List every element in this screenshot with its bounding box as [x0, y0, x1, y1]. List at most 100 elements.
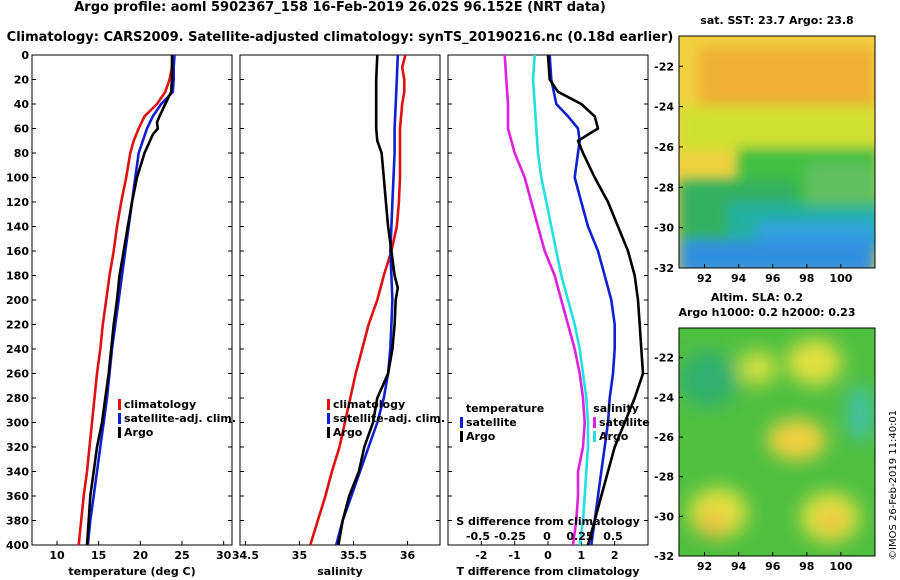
series-line-climatology — [77, 54, 175, 546]
map-y-tick-label: -24 — [654, 101, 674, 114]
map-x-tick-label: 96 — [765, 272, 781, 285]
map-frame — [678, 327, 876, 557]
map-blobs — [679, 339, 875, 543]
legend-swatch — [118, 413, 121, 424]
map-x-tick-label: 100 — [829, 272, 852, 285]
legend-label: Argo — [599, 430, 629, 443]
map-blob — [679, 105, 875, 152]
y-tick-label: 280 — [6, 392, 29, 405]
map-y-tick-label: -30 — [654, 510, 674, 523]
y-tick-label: 360 — [6, 490, 29, 503]
legend-label: climatology — [333, 398, 405, 411]
x-tick-label: 30 — [216, 549, 232, 562]
y-tick-label: 60 — [14, 123, 30, 136]
series-line-salinity-satellite — [503, 54, 586, 546]
sst-map: 92 94 96 98 100 -22 -24 -26 -28 -30 -32 sat. SST: 2… — [654, 14, 876, 285]
x-tick-label: 34.5 — [232, 549, 259, 562]
series-line-climatology — [309, 54, 407, 546]
chart-title-line2: Climatology: CARS2009. Satellite-adjuste… — [6, 30, 674, 45]
y-tick-label: 100 — [6, 172, 29, 185]
legend-swatch — [118, 427, 121, 438]
map-blob — [679, 350, 738, 408]
legend-swatch — [460, 431, 463, 442]
x-axis-label: T difference from climatology — [456, 565, 639, 578]
map-blob — [820, 510, 844, 534]
map-field — [679, 36, 875, 268]
y-tick-label: 120 — [6, 196, 29, 209]
y-tick-label: 400 — [6, 539, 29, 552]
map-x-tick-label: 94 — [731, 560, 747, 573]
y-tick-label: 40 — [14, 98, 30, 111]
map-field — [679, 328, 875, 556]
legend-swatch — [118, 399, 121, 410]
legend-swatch — [327, 413, 330, 424]
map-blob — [679, 240, 875, 268]
x-tick-label: -1 — [509, 549, 521, 562]
legend-label: Argo — [466, 430, 496, 443]
y-tick-label: 180 — [6, 270, 29, 283]
panel-0: 0 20 40 60 80 100 120 140 160 180 200 220 240 260 280 3… — [6, 49, 236, 578]
x-tick-label: 35.5 — [340, 549, 367, 562]
map-blob — [698, 510, 728, 538]
x-tick-label: 1 — [578, 549, 586, 562]
plot-area — [31, 54, 233, 546]
x2-tick-label: -0.25 — [494, 530, 526, 543]
y-tick-label: 300 — [6, 417, 29, 430]
series-line-satellite-adj-clim- — [334, 54, 400, 546]
legend-label: Argo — [333, 426, 363, 439]
map-x-tick-label: 100 — [829, 560, 852, 573]
panel-2: -2 -1 0 1 2 T difference from climatology S di… — [447, 54, 650, 578]
map-blob — [845, 385, 875, 442]
plot-area — [447, 54, 649, 546]
map-x-tick-label: 98 — [799, 560, 814, 573]
map-frame — [678, 35, 876, 269]
legend-title-salinity: salinity — [593, 402, 639, 415]
y-tick-label: 340 — [6, 466, 29, 479]
x-tick-label: -2 — [475, 549, 487, 562]
y-tick-label: 0 — [21, 49, 29, 62]
map-title: sat. SST: 23.7 Argo: 23.8 — [700, 14, 853, 27]
series-line-argo — [337, 54, 400, 546]
map-y-tick-label: -22 — [654, 352, 674, 365]
y-tick-label: 380 — [6, 515, 29, 528]
x2-tick-label: 0.5 — [603, 530, 623, 543]
map-y-tick-label: -28 — [654, 471, 674, 484]
y-tick-label: 160 — [6, 245, 29, 258]
x-axis-label: temperature (deg C) — [68, 565, 195, 578]
map-blob — [767, 419, 826, 461]
legend-swatch — [460, 417, 463, 428]
legend-label: satellite-adj. clim. — [124, 412, 236, 425]
legend-title-temperature: temperature — [466, 402, 544, 415]
map-blob — [786, 339, 842, 386]
series-line-temperature-satellite — [548, 54, 616, 546]
map-x-tick-label: 98 — [799, 272, 814, 285]
x-tick-label: 36 — [400, 549, 416, 562]
map-blobs — [679, 47, 875, 268]
map-x-tick-label: 92 — [697, 560, 712, 573]
series-line-salinity-argo — [531, 54, 590, 546]
map-y-tick-label: -32 — [654, 550, 674, 563]
y-tick-label: 80 — [14, 147, 30, 160]
series-line-temperature-argo — [546, 54, 645, 546]
x-axis-label-secondary: S difference from climatology — [456, 515, 640, 528]
map-y-tick-label: -32 — [654, 262, 674, 275]
y-tick-label: 240 — [6, 343, 29, 356]
y-tick-label: 200 — [6, 294, 29, 307]
y-tick-label: 140 — [6, 221, 29, 234]
sla-map: 92 94 96 98 100 -22 -24 -26 -28 -30 -32 Altim. SLA:… — [654, 291, 876, 573]
x2-tick-label: 0.25 — [566, 530, 593, 543]
legend-swatch — [593, 417, 596, 428]
y-tick-label: 220 — [6, 319, 29, 332]
map-x-tick-label: 96 — [765, 560, 781, 573]
x-tick-label: 10 — [49, 549, 65, 562]
y-tick-label: 20 — [14, 74, 30, 87]
legend-swatch — [327, 427, 330, 438]
x-axis-label: salinity — [317, 565, 363, 578]
panel-1: 34.5 35 35.5 36 salinity climatologysatellite… — [232, 54, 445, 578]
legend-label: Argo — [124, 426, 154, 439]
map-y-tick-label: -26 — [654, 431, 674, 444]
map-x-tick-label: 94 — [731, 272, 747, 285]
map-x-tick-label: 92 — [697, 272, 712, 285]
map-y-tick-label: -30 — [654, 222, 674, 235]
